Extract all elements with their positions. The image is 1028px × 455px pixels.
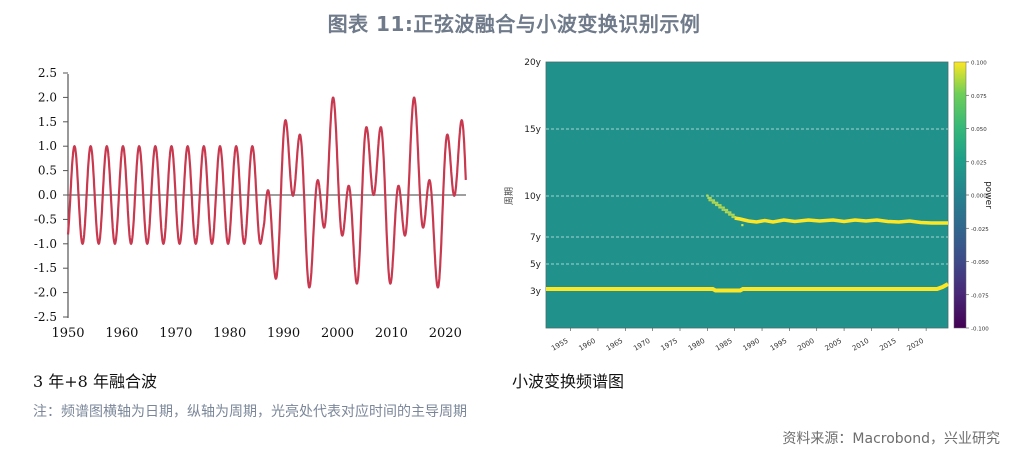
heatmap-x-tick-label: 1975 xyxy=(660,337,679,353)
heatmap-y-tick-label: 3y xyxy=(530,287,542,297)
y-tick-label: -2.5 xyxy=(34,310,57,324)
fused-wave-line xyxy=(66,96,467,289)
colorbar-tick-label: 0.000 xyxy=(971,194,987,200)
heatmap-x-tick-label: 2015 xyxy=(878,337,897,353)
heatmap-x-tick-label: 2020 xyxy=(906,337,925,353)
heatmap-y-tick-label: 20y xyxy=(524,58,541,68)
heatmap-x-tick-label: 1985 xyxy=(714,337,733,353)
wavelet-heatmap: 20y 15y 10y 7y 5y 3y 1955 1960 1965 1970 1975 1980… xyxy=(504,58,993,353)
heatmap-area xyxy=(545,61,949,329)
heatmap-y-tick-label: 5y xyxy=(530,260,542,270)
colorbar-tick-label: -0.075 xyxy=(971,293,989,299)
heatmap-x-tick-label: 1955 xyxy=(550,337,569,353)
y-tick-label: 1.0 xyxy=(38,139,57,153)
x-tick-label: 1970 xyxy=(159,326,192,341)
colorbar-tick-label: -0.050 xyxy=(971,260,989,266)
y-axis-ticks: 2.5 2.0 1.5 1.0 0.5 0.0 -0.5 -1.0 -1.5 -2.0 -2.5 xyxy=(34,66,68,324)
colorbar-tick-label: 0.100 xyxy=(971,61,987,67)
heatmap-x-tick-label: 2000 xyxy=(796,337,815,353)
colorbar-tick-label: 0.050 xyxy=(971,127,987,133)
colorbar-ticks: 0.100 0.075 0.050 0.025 0.000 -0.025 -0.050 -0.… xyxy=(966,61,989,333)
heatmap-y-label: 周期 xyxy=(504,187,515,205)
y-tick-label: 1.5 xyxy=(38,115,57,129)
right-chart-caption: 小波变换频谱图 xyxy=(512,372,625,391)
heatmap-x-tick-label: 1965 xyxy=(605,337,624,353)
colorbar-tick-label: 0.025 xyxy=(971,160,987,166)
figure-title: 图表 11:正弦波融合与小波变换识别示例 xyxy=(327,12,701,36)
colorbar-label: power xyxy=(983,181,993,209)
band-3y xyxy=(546,282,949,293)
x-tick-label: 2010 xyxy=(375,326,408,341)
y-tick-label: -1.0 xyxy=(34,237,57,251)
band-8y-onset xyxy=(706,194,744,227)
y-tick-label: -0.5 xyxy=(34,212,57,226)
heatmap-gridlines xyxy=(546,128,948,265)
heatmap-x-tick-label: 1970 xyxy=(632,337,651,353)
colorbar-tick-label: -0.025 xyxy=(971,227,989,233)
y-tick-label: 0.5 xyxy=(38,164,57,178)
x-tick-label: 2000 xyxy=(321,326,354,341)
note-text: 注：频谱图横轴为日期，纵轴为周期，光亮处代表对应时间的主导周期 xyxy=(33,404,467,420)
heatmap-x-tick-label: 2010 xyxy=(851,337,870,353)
source-text: 资料来源：Macrobond，兴业研究 xyxy=(782,431,1000,447)
x-tick-label: 1960 xyxy=(105,326,138,341)
heatmap-y-tick-label: 7y xyxy=(530,233,542,243)
y-tick-label: 2.5 xyxy=(38,66,57,80)
heatmap-y-tick-label: 10y xyxy=(524,192,541,202)
line-chart: 2.5 2.0 1.5 1.0 0.5 0.0 -0.5 -1.0 -1.5 -2.0 -2.5 1… xyxy=(34,66,467,341)
colorbar-tick-label: -0.100 xyxy=(971,327,989,333)
heatmap-y-tick-label: 15y xyxy=(524,125,541,135)
x-tick-label: 2020 xyxy=(429,326,462,341)
heatmap-x-tick-label: 2005 xyxy=(824,337,843,353)
left-chart-caption: 3 年+8 年融合波 xyxy=(33,372,157,391)
heatmap-x-tick-label: 1990 xyxy=(742,337,761,353)
x-tick-label: 1980 xyxy=(213,326,246,341)
heatmap-x-tick-label: 1995 xyxy=(769,337,788,353)
x-axis-ticks: 1950 1960 1970 1980 1990 2000 2010 2020 xyxy=(51,326,461,341)
heatmap-x-tick-label: 1980 xyxy=(687,337,706,353)
y-tick-label: -1.5 xyxy=(34,261,57,275)
y-tick-label: 0.0 xyxy=(38,188,57,202)
colorbar xyxy=(953,61,967,329)
band-8y xyxy=(734,216,948,225)
heatmap-y-ticks: 20y 15y 10y 7y 5y 3y xyxy=(524,58,541,297)
heatmap-x-tick-label: 1960 xyxy=(578,337,597,353)
x-tick-label: 1990 xyxy=(267,326,300,341)
colorbar-tick-label: 0.075 xyxy=(971,94,987,100)
heatmap-x-ticks: 1955 1960 1965 1970 1975 1980 1985 1990 1995 2000… xyxy=(550,328,927,353)
x-tick-label: 1950 xyxy=(51,326,84,341)
y-tick-label: 2.0 xyxy=(38,90,57,104)
y-tick-label: -2.0 xyxy=(34,286,57,300)
